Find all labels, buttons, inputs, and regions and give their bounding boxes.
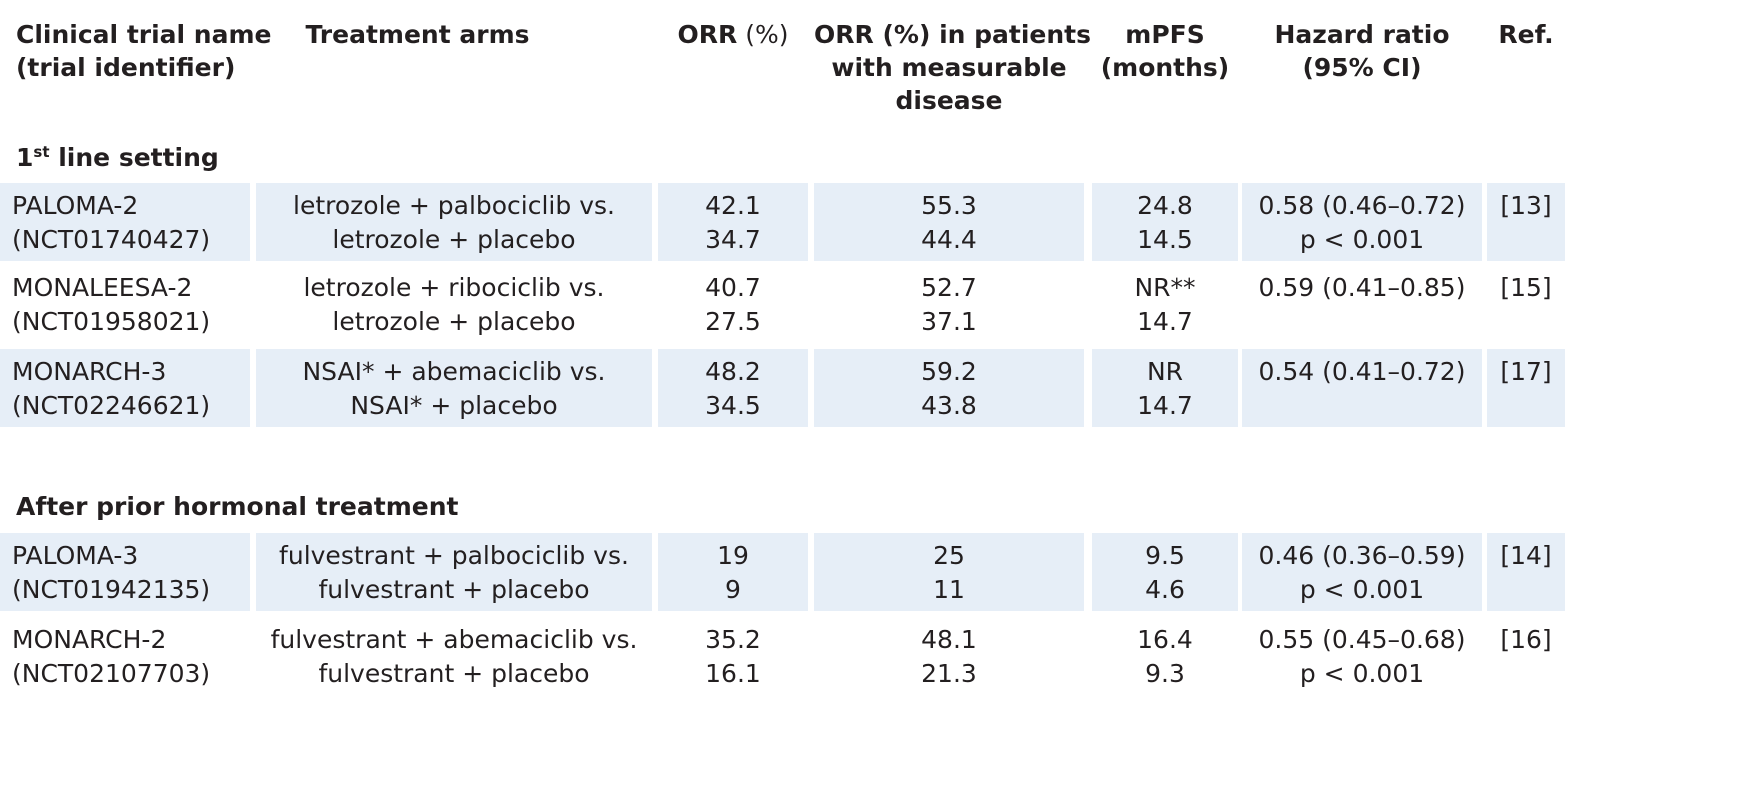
cell-mpfs: 24.8 14.5 [1092, 183, 1238, 261]
cell-treatment-arms: fulvestrant + palbociclib vs. fulvestrant… [256, 533, 652, 611]
header-orr-measurable: ORR (%) in patients with measurable dise… [814, 20, 1092, 115]
cell-mpfs: NR 14.7 [1092, 349, 1238, 427]
section-title: After prior hormonal treatment [16, 492, 459, 521]
cell-mpfs: 9.5 4.6 [1092, 533, 1238, 611]
cell-treatment-arms: letrozole + ribociclib vs. letrozole + pl… [303, 273, 605, 336]
cell-treatment-arms: letrozole + palbociclib vs. letrozole + p… [256, 183, 652, 261]
header-trial: Clinical trial name (trial identifier) [16, 20, 272, 82]
cell-orr: 42.1 34.7 [658, 183, 808, 261]
cell-trial: MONARCH-2 (NCT02107703) [12, 625, 211, 688]
cell-hazard-ratio: 0.46 (0.36–0.59) p < 0.001 [1242, 533, 1482, 611]
cell-orr-measurable: 55.3 44.4 [814, 183, 1084, 261]
cell-trial: PALOMA-2 (NCT01740427) [0, 183, 250, 261]
cell-trial: PALOMA-3 (NCT01942135) [0, 533, 250, 611]
cell-hazard-ratio: 0.55 (0.45–0.68) p < 0.001 [1258, 625, 1466, 688]
cell-hazard-ratio: 0.58 (0.46–0.72) p < 0.001 [1242, 183, 1482, 261]
header-orr: ORR (%) [677, 20, 789, 49]
cell-orr-measurable: 48.1 21.3 [921, 625, 977, 688]
header-ref: Ref. [1498, 20, 1554, 49]
cell-ref: [13] [1487, 183, 1565, 261]
cell-orr-measurable: 25 11 [814, 533, 1084, 611]
cell-orr-measurable: 52.7 37.1 [921, 273, 977, 336]
cell-trial: MONARCH-3 (NCT02246621) [0, 349, 250, 427]
header-hazard-ratio: Hazard ratio (95% CI) [1274, 20, 1450, 82]
cell-orr: 19 9 [658, 533, 808, 611]
cell-treatment-arms: NSAI* + abemaciclib vs. NSAI* + placebo [256, 349, 652, 427]
cell-mpfs: 16.4 9.3 [1137, 625, 1193, 688]
cell-orr: 35.2 16.1 [705, 625, 761, 688]
cell-ref: [14] [1487, 533, 1565, 611]
cell-hazard-ratio: 0.54 (0.41–0.72) [1242, 349, 1482, 427]
cell-ref: [15] [1500, 273, 1552, 302]
cell-orr: 40.7 27.5 [705, 273, 761, 336]
cell-ref: [17] [1487, 349, 1565, 427]
cell-orr-measurable: 59.2 43.8 [814, 349, 1084, 427]
cell-mpfs: NR** 14.7 [1134, 273, 1196, 336]
header-arms: Treatment arms [305, 20, 530, 49]
cell-trial: MONALEESA-2 (NCT01958021) [12, 273, 211, 336]
header-mpfs: mPFS (months) [1100, 20, 1230, 82]
cell-hazard-ratio: 0.59 (0.41–0.85) [1258, 273, 1466, 302]
section-title: 1st line setting [16, 143, 219, 172]
cell-orr: 48.2 34.5 [658, 349, 808, 427]
cell-ref: [16] [1500, 625, 1552, 654]
cell-treatment-arms: fulvestrant + abemaciclib vs. fulvestrant… [270, 625, 638, 688]
